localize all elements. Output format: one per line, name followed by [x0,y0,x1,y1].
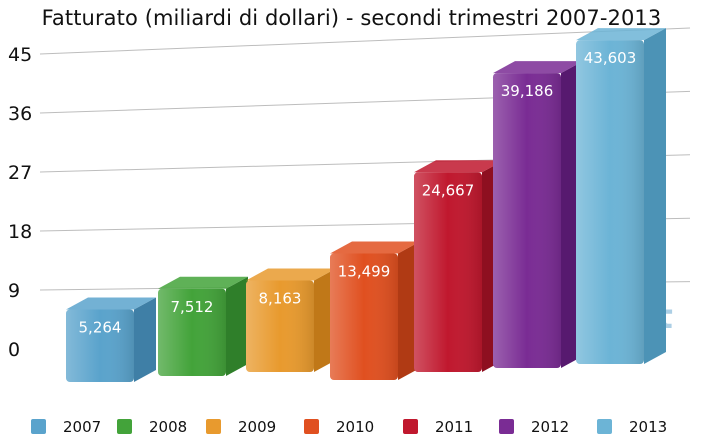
bar: 5,264 [66,297,156,382]
bar-top [493,61,583,74]
bar-side [226,276,248,376]
bar-shine [66,309,134,382]
bar-top [246,268,336,281]
legend-label: 2008 [149,418,187,436]
bar-data-label: 13,499 [338,263,391,281]
legend-swatch [206,419,221,434]
y-tick-label: 9 [8,280,20,302]
y-tick-label: 45 [8,44,32,66]
bar-data-label: 8,163 [259,289,302,307]
bar-shine [330,253,398,380]
bar: 24,667 [414,160,504,372]
bar-shine [414,172,482,372]
bar-top [414,160,504,173]
bars: 5,264 7,512 8,163 13,499 24,667 39,186 43,603 [66,28,666,382]
legend-swatch [31,419,46,434]
bar-top [576,28,666,41]
bar-shine [493,73,561,368]
legend-label: 2013 [629,418,667,436]
y-tick-label: 18 [8,221,32,243]
bar: 13,499 [330,241,420,380]
bar-data-label: 39,186 [501,82,554,100]
legend-label: 2012 [531,418,569,436]
chart-title: Fatturato (miliardi di dollari) - second… [41,6,662,30]
legend-label: 2007 [63,418,101,436]
bar: 43,603 [576,28,666,364]
bar-shine [246,280,314,372]
legend-label: 2010 [336,418,374,436]
bar-data-label: 5,264 [79,318,122,336]
legend-swatch [117,419,132,434]
legend-swatch [304,419,319,434]
y-tick-label: 0 [8,339,20,361]
bar: 7,512 [158,276,248,376]
bar-top [158,276,248,289]
y-axis-ticks: 0 9 18 27 36 45 [8,44,32,361]
bar-shine [158,288,226,376]
y-tick-label: 36 [8,103,32,125]
bar: 39,186 [493,61,583,368]
legend-swatch [499,419,514,434]
y-tick-label: 27 [8,162,32,184]
bar-shine [576,40,644,364]
legend-label: 2009 [238,418,276,436]
bar-data-label: 43,603 [584,49,637,67]
bar-top [330,241,420,254]
legend-swatch [403,419,418,434]
legend-label: 2011 [435,418,473,436]
gridline [39,27,691,55]
bar-side [134,297,156,382]
bar-top [66,297,156,310]
legend: 2007 2008 2009 2010 2011 2012 2013 [31,418,667,436]
bar-data-label: 24,667 [422,181,475,199]
bar: 8,163 [246,268,336,372]
bar-data-label: 7,512 [171,298,214,316]
legend-swatch [597,419,612,434]
bar-side [644,28,666,364]
